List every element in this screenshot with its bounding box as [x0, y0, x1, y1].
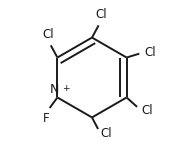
Text: Cl: Cl: [144, 46, 156, 59]
Text: N: N: [49, 83, 59, 96]
Text: Cl: Cl: [100, 127, 112, 140]
Text: Cl: Cl: [95, 8, 107, 21]
Text: F: F: [43, 112, 50, 125]
Text: Cl: Cl: [42, 28, 54, 41]
Text: Cl: Cl: [141, 104, 153, 117]
Text: +: +: [62, 84, 70, 93]
